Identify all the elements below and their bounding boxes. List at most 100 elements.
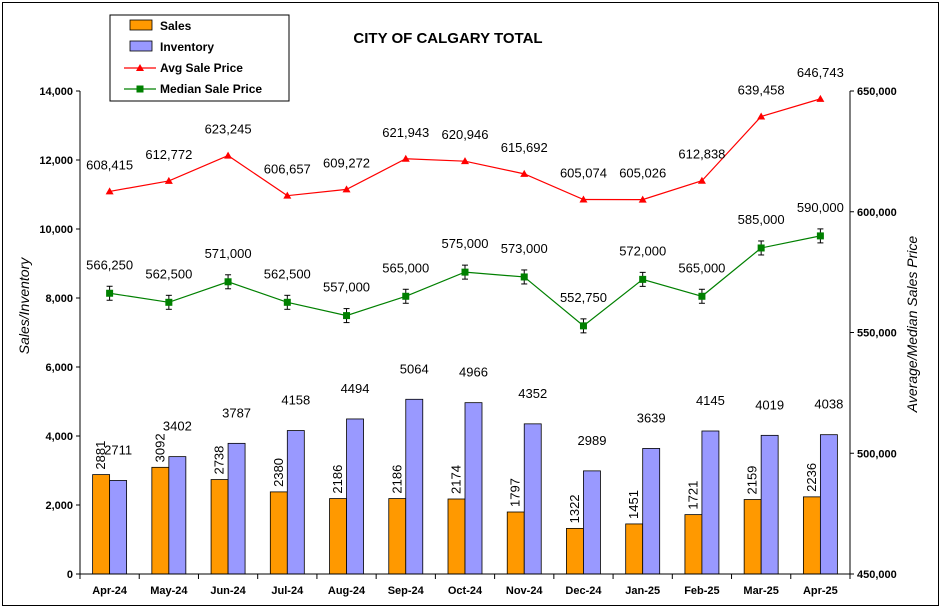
inventory-data-label: 5064 — [400, 361, 429, 376]
sales-data-label: 2881 — [93, 441, 108, 470]
avg-sale-price-data-label: 639,458 — [738, 82, 785, 97]
x-tick-label: Jun-24 — [210, 585, 246, 597]
avg-sale-price-marker — [638, 195, 647, 203]
y-tick-label: 6,000 — [45, 362, 73, 374]
y2-axis-label: Average/Median Sales Price — [904, 236, 920, 414]
sales-bar — [802, 496, 821, 575]
sales-data-label: 3092 — [152, 433, 167, 462]
inventory-bar — [405, 398, 424, 575]
inventory-data-label: 4158 — [281, 393, 310, 408]
avg-sale-price-data-label: 612,772 — [145, 147, 192, 162]
avg-sale-price-marker — [461, 157, 469, 165]
inventory-data-label: 4494 — [341, 381, 370, 396]
avg-sale-price-marker — [283, 191, 292, 199]
median-sale-price-data-label: 562,500 — [264, 266, 311, 281]
sales-data-label: 2236 — [804, 463, 819, 492]
median-sale-price-marker — [757, 244, 765, 252]
x-tick-label: Feb-25 — [684, 585, 719, 597]
avg-sale-price-data-label: 621,943 — [382, 125, 429, 140]
y-tick-label: 8,000 — [45, 293, 73, 305]
inventory-data-label: 3402 — [163, 419, 192, 434]
sales-data-label: 1322 — [567, 494, 582, 523]
sales-data-label: 2380 — [271, 458, 286, 487]
sales-data-label: 2186 — [389, 465, 404, 494]
inventory-bar — [642, 448, 661, 575]
avg-sale-price-data-label: 620,946 — [442, 127, 489, 142]
sales-bar — [269, 491, 288, 575]
sales-bar — [684, 514, 703, 575]
sales-data-label: 2186 — [330, 465, 345, 494]
median-sale-price-data-label: 565,000 — [678, 260, 725, 275]
avg-sale-price-data-label: 605,074 — [560, 165, 607, 180]
sales-bar — [151, 466, 170, 575]
x-tick-label: Apr-25 — [803, 585, 838, 597]
inventory-data-label: 2989 — [578, 433, 607, 448]
inventory-bar — [701, 430, 720, 575]
median-sale-price-marker — [698, 292, 706, 300]
sales-bar — [625, 523, 644, 575]
avg-sale-price-data-label: 605,026 — [619, 166, 666, 181]
inventory-bar — [760, 434, 779, 575]
avg-sale-price-marker — [164, 176, 173, 184]
inventory-bar — [819, 434, 838, 575]
median-sale-price-marker — [283, 298, 291, 306]
chart-title: CITY OF CALGARY TOTAL — [353, 30, 542, 47]
median-sale-price-data-label: 562,500 — [145, 266, 192, 281]
median-sale-price-data-label: 565,000 — [382, 260, 429, 275]
lines — [105, 94, 825, 334]
y2-tick-label: 450,000 — [857, 569, 897, 581]
median-sale-price-marker — [461, 268, 469, 276]
avg-sale-price-data-label: 609,272 — [323, 155, 370, 170]
inventory-bar — [227, 442, 246, 575]
avg-sale-price-data-label: 608,415 — [86, 157, 133, 172]
legend: Sales Inventory Avg Sale Price Median Sale … — [109, 14, 290, 102]
avg-sale-price-marker — [697, 176, 706, 184]
inventory-data-label: 4966 — [459, 365, 488, 380]
y-tick-label: 2,000 — [45, 500, 73, 512]
sales-bar — [566, 527, 584, 575]
median-sale-price-data-label: 572,000 — [619, 243, 666, 258]
sales-data-label: 2159 — [745, 466, 760, 495]
avg-sale-price-data-label: 646,743 — [797, 65, 844, 80]
x-tick-label: Apr-24 — [92, 585, 128, 597]
y-axis-label: Sales/Inventory — [16, 257, 32, 354]
inventory-data-label: 4352 — [518, 386, 547, 401]
avg-sale-price-marker — [520, 169, 529, 177]
median-sale-price-data-label: 590,000 — [797, 200, 844, 215]
legend-swatch-inventory — [129, 40, 153, 52]
avg-sale-price-data-label: 615,692 — [501, 140, 548, 155]
median-sale-price-marker — [639, 275, 647, 283]
sales-bar — [329, 498, 347, 575]
inventory-data-label: 2711 — [104, 442, 132, 457]
avg-sale-price-marker — [105, 187, 114, 195]
median-sale-price-marker — [520, 273, 528, 281]
inventory-bar — [583, 470, 601, 575]
sales-bar — [388, 498, 407, 575]
y2-tick-label: 550,000 — [857, 328, 897, 340]
inventory-data-label: 3639 — [637, 410, 666, 425]
median-sale-price-data-label: 566,250 — [86, 257, 133, 272]
legend-label-median: Median Sale Price — [160, 82, 262, 96]
sales-data-label: 1451 — [626, 490, 641, 519]
avg-sale-price-marker — [342, 185, 351, 193]
sales-data-label: 1797 — [508, 478, 523, 507]
x-tick-label: Sep-24 — [388, 585, 425, 597]
inventory-bar — [109, 480, 128, 575]
avg-sale-price-marker — [224, 151, 233, 159]
median-sale-price-data-label: 573,000 — [501, 241, 548, 256]
inventory-bar — [168, 456, 187, 575]
sales-bar — [92, 474, 111, 575]
median-sale-price-marker — [579, 322, 587, 330]
avg-sale-price-data-label: 623,245 — [205, 122, 252, 137]
y-tick-label: 12,000 — [39, 155, 73, 167]
median-sale-price-data-label: 557,000 — [323, 280, 370, 295]
sales-data-label: 2738 — [212, 446, 227, 475]
sales-bar — [506, 511, 525, 575]
inventory-data-label: 4019 — [755, 397, 784, 412]
avg-sale-price-data-label: 612,838 — [678, 147, 725, 162]
legend-swatch-sales — [129, 19, 153, 31]
inventory-data-label: 4145 — [696, 393, 725, 408]
sales-data-label: 1721 — [685, 481, 700, 510]
x-tick-label: Nov-24 — [506, 585, 544, 597]
